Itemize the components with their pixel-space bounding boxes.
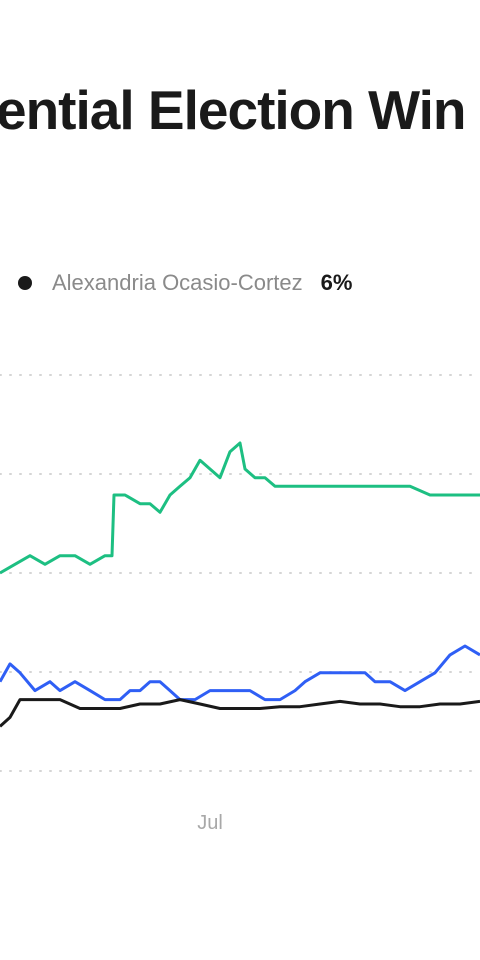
legend-dot-icon — [18, 276, 32, 290]
chart-title: ential Election Win — [0, 79, 466, 141]
x-tick-label: Jul — [197, 812, 223, 834]
series-line-1 — [0, 644, 480, 702]
legend: Alexandria Ocasio-Cortez 6% — [18, 270, 352, 296]
legend-value: 6% — [320, 270, 353, 295]
legend-label: Alexandria Ocasio-Cortez — [52, 270, 303, 295]
series-line-0 — [0, 441, 480, 575]
series-line-2 — [0, 698, 480, 728]
